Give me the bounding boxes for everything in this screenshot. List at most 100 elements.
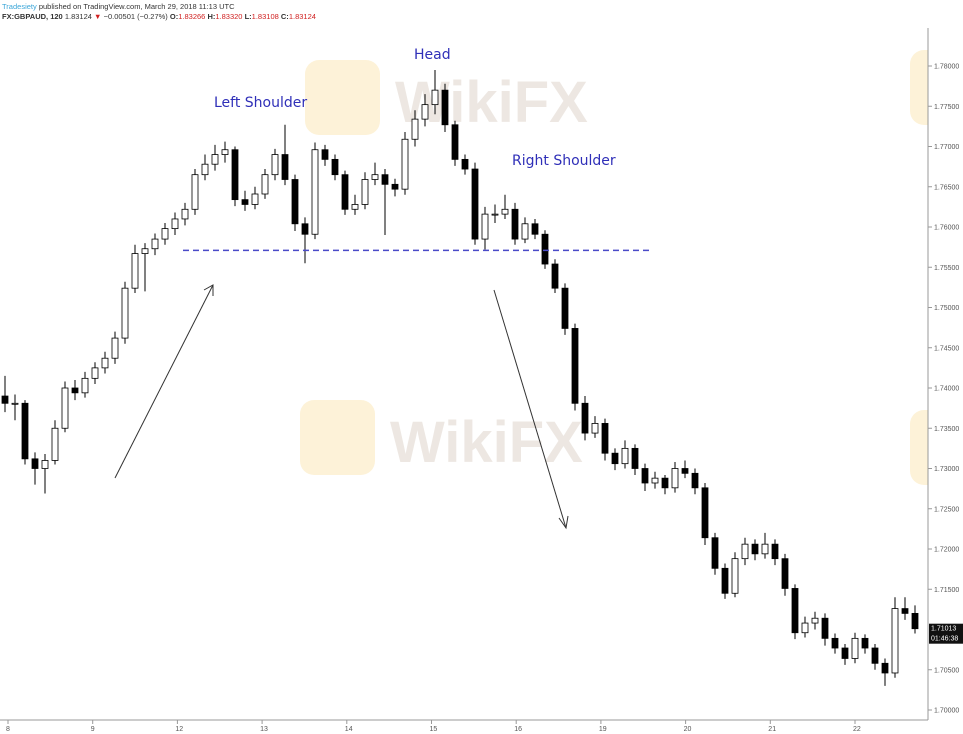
candle xyxy=(611,448,619,471)
candle-body xyxy=(591,423,599,434)
candle xyxy=(571,323,579,411)
candle-body xyxy=(381,174,389,185)
candle-body xyxy=(271,154,279,176)
high-label: H: xyxy=(207,12,216,21)
candle-body xyxy=(841,647,849,659)
candle-body xyxy=(631,447,639,469)
candle xyxy=(401,132,409,195)
time-tick-label: 15 xyxy=(430,726,438,733)
candle xyxy=(321,144,329,166)
candle-body xyxy=(491,213,499,216)
candle xyxy=(441,83,449,133)
candle xyxy=(241,190,249,211)
candle xyxy=(641,463,649,492)
candle-body xyxy=(321,149,329,160)
candle xyxy=(821,613,829,646)
candle xyxy=(781,553,789,596)
candle xyxy=(621,440,629,469)
price-tick-label: 1.75500 xyxy=(934,265,959,272)
candle-body xyxy=(471,168,479,240)
candle xyxy=(911,605,919,634)
candle xyxy=(71,379,79,401)
price-tick-label: 1.72000 xyxy=(934,547,959,554)
time-tick-label: 13 xyxy=(260,726,268,733)
candle xyxy=(171,212,179,236)
price-tick-label: 1.70500 xyxy=(934,667,959,674)
time-axis-ticks[interactable]: 8 9 12 13 14 15 16 19 20 21 22 xyxy=(6,720,861,733)
candle xyxy=(491,204,499,223)
candle xyxy=(1,375,9,413)
high-value: 1.83320 xyxy=(215,12,243,21)
candle xyxy=(331,154,339,181)
candle xyxy=(211,144,219,171)
candle-body xyxy=(21,402,29,460)
price-tick-label: 1.76000 xyxy=(934,225,959,232)
time-tick-label: 9 xyxy=(91,726,95,733)
watermark-text: WikiFX xyxy=(395,70,588,135)
candle xyxy=(791,584,799,640)
candle-body xyxy=(81,377,89,394)
wikifx-logo-icon xyxy=(300,400,375,475)
candle-body xyxy=(881,662,889,674)
low-value: 1.83108 xyxy=(251,12,279,21)
candle-body xyxy=(111,337,119,359)
candle-body xyxy=(11,402,19,405)
candle-body xyxy=(341,174,349,210)
down-arrow xyxy=(493,289,569,530)
candle-body xyxy=(911,613,919,630)
candle xyxy=(811,611,819,630)
price-axis[interactable] xyxy=(928,28,963,734)
price-tick-label: 1.71500 xyxy=(934,587,959,594)
candle xyxy=(561,283,569,335)
time-tick-label: 22 xyxy=(853,726,861,733)
candle xyxy=(31,452,39,485)
candle xyxy=(221,141,229,163)
candle-body xyxy=(301,223,309,235)
price-axis-ticks: 1.78000 1.77500 1.77000 1.76500 1.76000 1.755… xyxy=(928,64,959,715)
candle xyxy=(501,194,509,219)
candle xyxy=(711,532,719,575)
candle-body xyxy=(861,637,869,649)
candle xyxy=(591,416,599,438)
candle xyxy=(691,468,699,495)
countdown-label: 01:46:38 xyxy=(931,636,958,643)
candle-body xyxy=(751,543,759,555)
candle-body xyxy=(691,472,699,489)
candle xyxy=(101,351,109,374)
candle-body xyxy=(91,367,99,379)
watermarks: WikiFXWikiFXWikiFXWikiFX xyxy=(300,50,963,485)
candle xyxy=(661,474,669,495)
close-value: 1.83124 xyxy=(288,12,316,21)
last-price-label: 1.71013 xyxy=(931,626,956,633)
left-shoulder-label: Left Shoulder xyxy=(214,95,307,111)
candle xyxy=(291,174,299,232)
candle-body xyxy=(451,124,459,160)
candle-body xyxy=(391,183,399,190)
candle xyxy=(741,537,749,566)
candle-body xyxy=(611,452,619,465)
candle-body xyxy=(421,104,429,120)
candle-body xyxy=(901,608,909,614)
candle xyxy=(801,616,809,638)
candle-body xyxy=(261,174,269,195)
candle-body xyxy=(191,174,199,210)
candle xyxy=(351,194,359,215)
time-tick-label: 20 xyxy=(684,726,692,733)
candle-body xyxy=(241,199,249,205)
candle xyxy=(371,162,379,186)
candle xyxy=(141,243,149,292)
candle xyxy=(851,632,859,664)
candle xyxy=(251,186,259,210)
candle xyxy=(631,444,639,475)
candle-body xyxy=(351,204,359,210)
candle xyxy=(381,169,389,236)
author-link[interactable]: Tradesiety xyxy=(2,2,37,11)
wikifx-logo-icon xyxy=(305,60,380,135)
candle xyxy=(731,552,739,598)
price-tick-label: 1.70000 xyxy=(934,708,959,715)
candle xyxy=(751,539,759,561)
symbol: FX:GBPAUD, 120 xyxy=(2,12,63,21)
candle xyxy=(841,643,849,665)
candle-body xyxy=(641,468,649,484)
